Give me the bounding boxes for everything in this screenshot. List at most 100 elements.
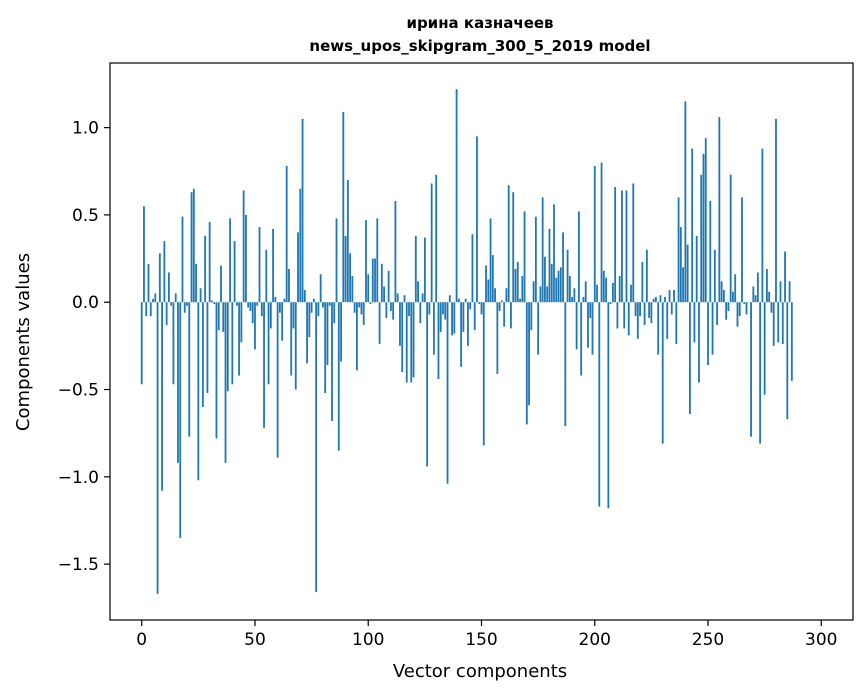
bar-35	[220, 265, 222, 303]
bar-70	[299, 188, 302, 303]
bar-120	[412, 302, 415, 378]
bar-122	[417, 281, 419, 303]
bar-254	[716, 302, 718, 325]
bar-44	[240, 302, 243, 343]
bar-158	[498, 302, 501, 311]
bar-260	[729, 174, 732, 303]
bar-20	[186, 302, 188, 306]
bar-151	[482, 302, 485, 446]
bar-229	[659, 295, 662, 303]
bar-52	[258, 227, 261, 303]
bar-12	[167, 272, 170, 303]
bar-249	[704, 138, 707, 303]
bars-group	[140, 89, 793, 594]
bar-217	[632, 183, 635, 303]
bar-16	[177, 302, 179, 463]
bar-128	[430, 183, 433, 303]
bar-223	[645, 249, 648, 303]
bar-206	[607, 302, 610, 509]
y-tick-label: −0.5	[58, 381, 99, 401]
bar-78	[317, 302, 320, 317]
bar-205	[605, 277, 607, 303]
bar-97	[360, 302, 363, 315]
bar-61	[278, 302, 281, 313]
bar-252	[711, 302, 714, 355]
bar-250	[707, 302, 709, 366]
bar-109	[387, 270, 390, 303]
bar-111	[392, 302, 395, 320]
bar-28	[204, 235, 207, 303]
bar-45	[242, 190, 245, 303]
bar-272	[756, 272, 759, 303]
bar-66	[290, 302, 293, 376]
bar-209	[614, 186, 617, 303]
bar-113	[396, 293, 399, 303]
bar-266	[743, 302, 746, 304]
bar-203	[600, 162, 603, 303]
plot-frame	[109, 62, 854, 621]
bar-116	[403, 295, 406, 303]
bar-96	[358, 302, 361, 308]
bar-163	[510, 302, 512, 329]
bar-74	[308, 302, 311, 338]
bar-115	[401, 302, 404, 373]
bar-58	[272, 228, 274, 303]
y-tick-label: 0.0	[72, 293, 99, 313]
bar-160	[503, 302, 506, 327]
bar-9	[161, 302, 163, 491]
chart-subtitle: news_upos_skipgram_300_5_2019 model	[309, 37, 650, 55]
bar-194	[580, 302, 583, 376]
bar-141	[460, 302, 463, 367]
bar-18	[181, 216, 184, 303]
bar-161	[505, 288, 508, 303]
bar-14	[172, 302, 175, 385]
bar-286	[788, 281, 791, 303]
bar-67	[292, 302, 295, 329]
bar-38	[226, 302, 229, 392]
bar-64	[285, 166, 288, 303]
bar-270	[752, 286, 755, 303]
bar-84	[331, 302, 333, 421]
bar-236	[675, 302, 678, 345]
bar-189	[568, 276, 571, 303]
bar-185	[559, 267, 562, 303]
bar-215	[627, 302, 630, 336]
bar-208	[611, 283, 614, 303]
bar-42	[235, 302, 238, 306]
bar-26	[199, 288, 202, 303]
bar-15	[174, 293, 177, 303]
bar-188	[566, 249, 569, 303]
bar-24	[195, 263, 197, 303]
bar-105	[378, 302, 381, 345]
bar-261	[732, 291, 734, 303]
bar-41	[233, 241, 236, 303]
bar-6	[154, 293, 157, 303]
bar-104	[376, 218, 379, 303]
bar-126	[426, 302, 429, 467]
bar-138	[453, 302, 456, 334]
x-axis-ticks: 0 50 100 150 200 250 300	[136, 620, 838, 650]
bar-193	[578, 211, 580, 303]
bar-133	[442, 302, 444, 315]
bar-124	[421, 293, 424, 303]
bar-153	[487, 279, 490, 303]
bar-123	[419, 302, 422, 324]
y-axis-label: Components values	[13, 253, 34, 431]
bar-69	[297, 232, 299, 303]
bar-144	[467, 302, 469, 346]
bar-51	[256, 302, 259, 306]
bar-129	[433, 302, 435, 355]
bar-114	[399, 302, 401, 346]
bar-274	[761, 148, 764, 303]
bar-53	[260, 302, 263, 317]
bar-283	[781, 302, 784, 345]
bar-94	[353, 302, 356, 313]
bar-159	[500, 300, 503, 303]
bar-4	[149, 302, 152, 317]
bar-168	[521, 276, 524, 303]
bar-162	[507, 185, 510, 303]
bar-214	[625, 190, 628, 303]
bar-284	[784, 251, 786, 303]
y-tick-label: 1.0	[72, 119, 99, 139]
